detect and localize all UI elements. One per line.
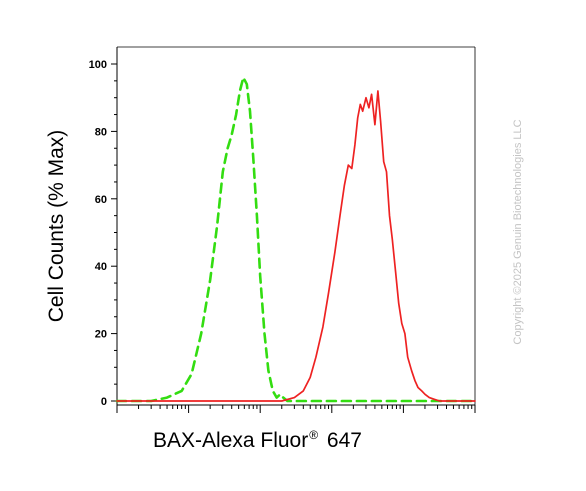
x-axis-title-text: BAX-Alexa Fluor (153, 429, 309, 452)
y-tick-label: 40 (95, 261, 107, 273)
y-tick-label: 80 (95, 126, 107, 138)
y-axis-title: Cell Counts (% Max) (45, 129, 68, 323)
x-axis-title-suffix: 647 (321, 429, 362, 452)
registered-mark: ® (309, 428, 319, 442)
copyright-watermark: Copyright ©2025 Genuin Biotechnologies L… (512, 119, 524, 345)
bax-histogram-line (116, 90, 476, 402)
y-tick-label: 20 (95, 329, 107, 341)
y-tick-label: 0 (101, 396, 107, 408)
y-tick-label: 60 (95, 194, 107, 206)
x-axis-title: BAX-Alexa Fluor® 647 (153, 428, 362, 453)
y-tick-label: 100 (89, 59, 107, 71)
control-histogram-line (115, 76, 477, 403)
